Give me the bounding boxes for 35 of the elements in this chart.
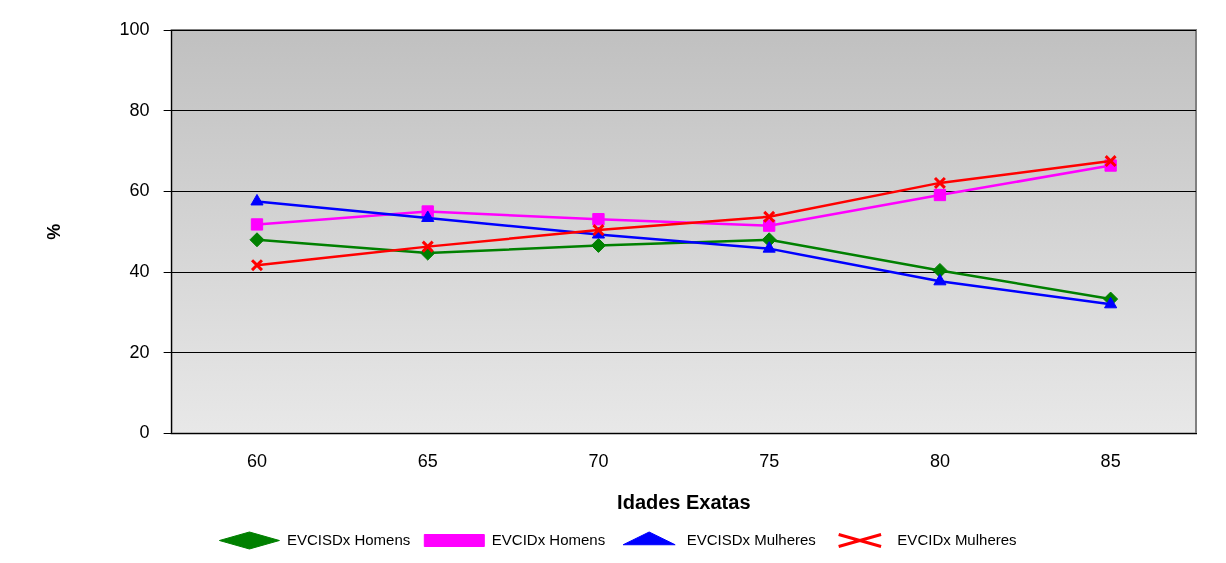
point <box>933 188 947 202</box>
point <box>421 210 435 222</box>
y-tick-label: 100 <box>119 18 150 39</box>
point <box>590 237 606 253</box>
y-tick-label: 80 <box>129 99 150 120</box>
point <box>762 241 776 253</box>
y-tick-label: 40 <box>129 261 150 282</box>
x-tick-label: 85 <box>1100 451 1121 472</box>
point <box>1104 154 1118 168</box>
point <box>1104 296 1118 309</box>
y-tick-label: 20 <box>129 341 150 362</box>
x-axis-title: Idades Exatas <box>617 490 751 513</box>
point <box>592 213 605 226</box>
x-tick-label: 70 <box>588 451 609 472</box>
y-tick-label: 0 <box>139 422 150 443</box>
point <box>933 176 947 190</box>
y-axis-title: % <box>43 223 64 240</box>
legend-label: EVCIDx Homens <box>491 530 606 548</box>
point <box>932 262 948 278</box>
legend-label: EVCIDx Mulheres <box>897 530 1017 548</box>
x-tick-label: 60 <box>246 451 268 472</box>
legend-label: EVCISDx Homens <box>286 530 411 548</box>
x-tick-label: 80 <box>929 451 950 472</box>
point <box>250 258 264 272</box>
point <box>249 232 265 248</box>
y-tick-label: 60 <box>129 180 150 201</box>
point <box>933 273 947 286</box>
point <box>762 210 776 224</box>
x-tick-label: 65 <box>417 451 438 472</box>
legend-label: EVCISDx Mulheres <box>686 530 816 548</box>
point <box>421 240 435 254</box>
point <box>250 193 264 206</box>
point <box>592 223 605 237</box>
point <box>250 218 264 231</box>
x-tick-label: 75 <box>759 451 780 472</box>
